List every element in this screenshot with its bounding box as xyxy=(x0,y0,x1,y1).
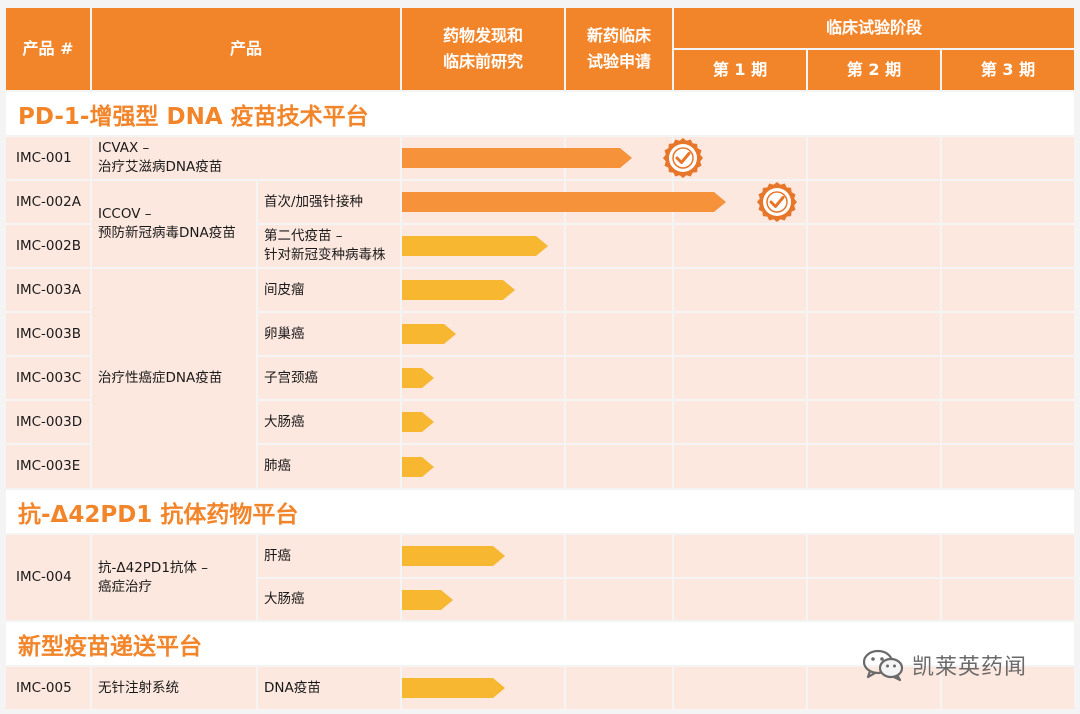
stage-cell xyxy=(674,535,806,577)
row-indication: 间皮瘤 xyxy=(258,269,400,311)
stage-cell xyxy=(808,579,940,620)
stage-cell xyxy=(808,357,940,399)
header-clinical: 临床试验阶段 xyxy=(674,8,1074,48)
stage-cell xyxy=(674,445,806,488)
stage-cell xyxy=(566,667,672,709)
row-product: 抗-Δ42PD1抗体 – 癌症治疗 xyxy=(92,535,256,620)
row-indication: 大肠癌 xyxy=(258,401,400,443)
header-phase-3: 第 3 期 xyxy=(942,50,1074,90)
section-title: PD-1-增强型 DNA 疫苗技术平台 xyxy=(6,92,1074,135)
progress-bar xyxy=(402,589,453,610)
progress-bar xyxy=(402,456,434,477)
row-indication: 肺癌 xyxy=(258,445,400,488)
stage-cell xyxy=(566,225,672,267)
stage-cell xyxy=(942,667,1074,709)
progress-bar xyxy=(402,368,434,388)
stage-cell xyxy=(566,313,672,355)
stage-cell xyxy=(942,181,1074,223)
row-indication: 第二代疫苗 – 针对新冠变种病毒株 xyxy=(258,225,400,267)
stage-cell xyxy=(942,313,1074,355)
stage-cell xyxy=(808,181,940,223)
stage-cell xyxy=(808,269,940,311)
progress-bar xyxy=(402,324,456,344)
section-title: 新型疫苗递送平台 xyxy=(6,622,1074,665)
row-indication: 大肠癌 xyxy=(258,579,400,620)
watermark: 凯莱英药闻 xyxy=(862,648,1027,682)
stage-cell xyxy=(808,445,940,488)
header-product-no: 产品 # xyxy=(6,8,90,90)
row-indication: DNA疫苗 xyxy=(258,667,400,709)
row-id: IMC-003A xyxy=(6,269,90,311)
row-id: IMC-003B xyxy=(6,313,90,355)
progress-bar xyxy=(402,236,548,256)
stage-cell xyxy=(808,225,940,267)
stage-cell xyxy=(674,313,806,355)
stage-cell xyxy=(674,401,806,443)
progress-bar xyxy=(402,192,726,212)
progress-bar xyxy=(402,280,515,300)
stage-cell xyxy=(808,535,940,577)
stage-cell xyxy=(808,313,940,355)
section-title: 抗-Δ42PD1 抗体药物平台 xyxy=(6,490,1074,533)
progress-bar xyxy=(402,546,505,566)
stage-cell xyxy=(566,269,672,311)
row-indication: 卵巢癌 xyxy=(258,313,400,355)
row-id: IMC-004 xyxy=(6,535,90,620)
milestone-badge-icon xyxy=(757,182,797,222)
wechat-icon xyxy=(862,649,904,682)
stage-cell xyxy=(942,137,1074,179)
stage-cell xyxy=(566,535,672,577)
header-ind: 新药临床 试验申请 xyxy=(566,8,672,90)
stage-cell xyxy=(674,225,806,267)
progress-bar xyxy=(402,678,505,698)
row-indication: 首次/加强针接种 xyxy=(258,181,400,223)
row-id: IMC-003C xyxy=(6,357,90,399)
stage-cell xyxy=(566,357,672,399)
row-product: ICVAX – 治疗艾滋病DNA疫苗 xyxy=(92,137,400,179)
stage-cell xyxy=(942,269,1074,311)
row-indication: 子宫颈癌 xyxy=(258,357,400,399)
header-phase-1: 第 1 期 xyxy=(674,50,806,90)
stage-cell xyxy=(942,401,1074,443)
stage-cell xyxy=(674,269,806,311)
row-id: IMC-003E xyxy=(6,445,90,488)
row-indication: 肝癌 xyxy=(258,535,400,577)
stage-cell xyxy=(674,579,806,620)
stage-cell xyxy=(808,401,940,443)
row-id: IMC-003D xyxy=(6,401,90,443)
stage-cell xyxy=(674,667,806,709)
row-id: IMC-005 xyxy=(6,667,90,709)
progress-bar xyxy=(402,412,434,432)
stage-cell xyxy=(566,445,672,488)
stage-cell xyxy=(942,357,1074,399)
header-product: 产品 xyxy=(92,8,400,90)
milestone-badge-icon xyxy=(663,138,703,178)
row-product: 无针注射系统 xyxy=(92,667,256,709)
stage-cell xyxy=(942,445,1074,488)
header-phase-2: 第 2 期 xyxy=(808,50,940,90)
stage-cell xyxy=(566,579,672,620)
row-id: IMC-001 xyxy=(6,137,90,179)
stage-cell xyxy=(566,401,672,443)
stage-cell xyxy=(674,357,806,399)
row-id: IMC-002B xyxy=(6,225,90,267)
stage-cell xyxy=(942,579,1074,620)
stage-cell xyxy=(942,225,1074,267)
row-product: 治疗性癌症DNA疫苗 xyxy=(92,269,256,488)
header-discovery: 药物发现和 临床前研究 xyxy=(402,8,564,90)
stage-cell xyxy=(942,535,1074,577)
progress-bar xyxy=(402,148,632,168)
watermark-text: 凯莱英药闻 xyxy=(912,655,1028,680)
row-id: IMC-002A xyxy=(6,181,90,223)
row-product: ICCOV – 预防新冠病毒DNA疫苗 xyxy=(92,181,256,267)
stage-cell xyxy=(808,137,940,179)
